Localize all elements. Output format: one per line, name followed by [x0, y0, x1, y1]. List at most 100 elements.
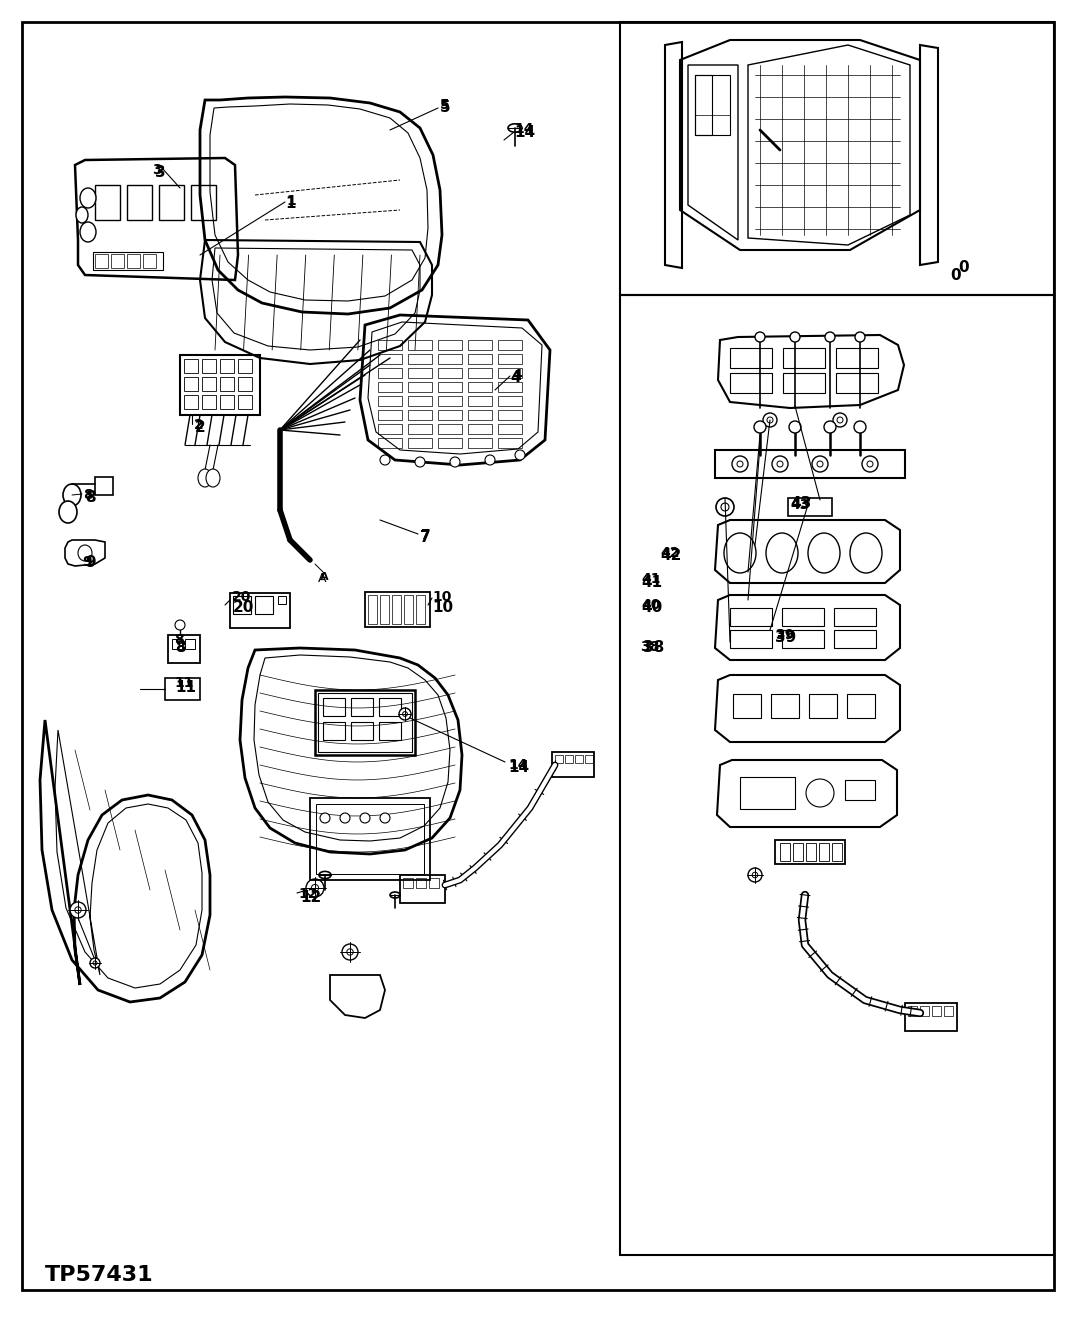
Bar	[832, 843, 843, 861]
Text: 40: 40	[641, 600, 662, 615]
Text: 10: 10	[431, 600, 453, 615]
Bar	[127, 185, 152, 220]
Bar	[310, 798, 430, 880]
Bar	[95, 185, 121, 220]
Bar	[378, 340, 402, 351]
Bar	[165, 679, 200, 700]
Text: 3: 3	[152, 163, 161, 177]
Bar	[806, 843, 816, 861]
Ellipse shape	[808, 533, 840, 572]
Ellipse shape	[737, 461, 744, 467]
Bar	[408, 438, 431, 448]
Ellipse shape	[767, 417, 773, 424]
Text: A: A	[320, 572, 328, 582]
Ellipse shape	[763, 413, 777, 428]
Bar	[468, 382, 492, 392]
Text: 7: 7	[420, 529, 429, 542]
Text: 11: 11	[175, 680, 196, 695]
Ellipse shape	[721, 503, 730, 511]
Text: 10: 10	[431, 590, 451, 604]
Bar	[255, 596, 273, 614]
Ellipse shape	[342, 944, 358, 960]
Bar	[782, 608, 824, 625]
Bar	[809, 695, 837, 718]
Ellipse shape	[80, 222, 96, 242]
Bar	[695, 74, 730, 135]
Ellipse shape	[80, 189, 96, 208]
Bar	[202, 377, 216, 390]
Bar	[408, 396, 431, 406]
Bar	[127, 254, 140, 268]
Text: 2: 2	[195, 420, 206, 436]
Ellipse shape	[90, 957, 100, 968]
Bar	[316, 803, 424, 874]
Text: 5: 5	[440, 98, 450, 112]
Ellipse shape	[450, 457, 461, 467]
Bar	[392, 595, 401, 624]
Bar	[365, 592, 430, 627]
Bar	[378, 410, 402, 420]
Ellipse shape	[854, 421, 866, 433]
Ellipse shape	[93, 961, 97, 965]
Bar	[783, 373, 825, 393]
Bar	[323, 722, 345, 740]
Ellipse shape	[724, 533, 756, 572]
Text: 7: 7	[420, 530, 430, 544]
Bar	[220, 394, 233, 409]
Text: 41: 41	[641, 575, 662, 590]
Bar	[184, 377, 198, 390]
Text: 8: 8	[83, 487, 93, 502]
Text: 38: 38	[640, 640, 660, 653]
Bar	[782, 629, 824, 648]
Bar	[159, 185, 184, 220]
Ellipse shape	[732, 456, 748, 471]
Ellipse shape	[771, 456, 788, 471]
Bar	[379, 699, 401, 716]
Bar	[416, 595, 425, 624]
Bar	[408, 382, 431, 392]
Ellipse shape	[59, 501, 77, 523]
Bar	[932, 1007, 942, 1016]
Text: 41: 41	[641, 572, 661, 586]
Ellipse shape	[63, 483, 81, 506]
Bar	[172, 639, 182, 649]
Bar	[438, 424, 462, 434]
Text: 14: 14	[508, 760, 529, 776]
Bar	[565, 756, 574, 764]
Text: 0: 0	[950, 268, 961, 283]
Ellipse shape	[380, 456, 390, 465]
Ellipse shape	[824, 421, 836, 433]
Ellipse shape	[75, 907, 81, 914]
Bar	[834, 608, 876, 625]
Ellipse shape	[716, 498, 734, 517]
Bar	[351, 722, 373, 740]
Text: 0: 0	[958, 260, 968, 275]
Bar	[908, 1007, 917, 1016]
Ellipse shape	[360, 813, 370, 823]
Bar	[315, 691, 415, 756]
Bar	[468, 438, 492, 448]
Ellipse shape	[862, 456, 878, 471]
Bar	[368, 595, 377, 624]
Bar	[552, 752, 594, 777]
Text: 42: 42	[660, 546, 680, 560]
Bar	[555, 756, 563, 764]
Bar	[408, 410, 431, 420]
Text: 14: 14	[508, 758, 527, 772]
Bar	[220, 359, 233, 373]
Ellipse shape	[855, 332, 865, 343]
Bar	[498, 424, 522, 434]
Bar	[740, 777, 795, 809]
Ellipse shape	[340, 813, 350, 823]
Ellipse shape	[206, 469, 220, 487]
Text: 12: 12	[298, 887, 317, 900]
Bar	[238, 377, 252, 390]
Text: 43: 43	[790, 495, 811, 511]
Bar	[438, 355, 462, 364]
Ellipse shape	[77, 544, 93, 560]
Text: 42: 42	[660, 548, 681, 563]
Bar	[95, 254, 108, 268]
Ellipse shape	[833, 413, 847, 428]
Bar	[192, 185, 216, 220]
Bar	[438, 382, 462, 392]
